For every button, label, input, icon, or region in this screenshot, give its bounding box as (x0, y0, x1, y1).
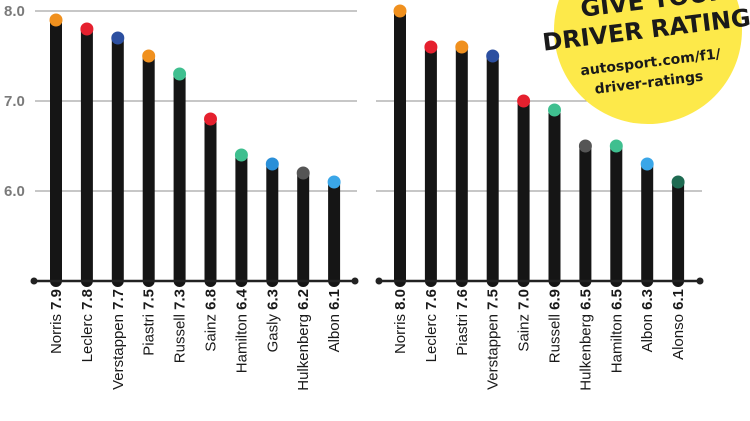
x-tick-label: Leclerc 7.8 (79, 289, 96, 362)
x-tick-label: Hamilton 6.5 (608, 289, 625, 373)
y-tick-label: 6.0 (4, 183, 25, 200)
rating-value: 6.4 (233, 288, 250, 310)
bar-cap (327, 175, 341, 189)
rating-value: 7.9 (48, 289, 65, 310)
promo-stamp[interactable]: GIVE YOUR DRIVER RATINGS autosport.com/f… (537, 0, 750, 124)
rating-value: 7.0 (516, 289, 533, 310)
x-tick-label: Verstappen 7.7 (110, 289, 127, 390)
rating-value: 6.9 (547, 289, 564, 310)
driver-name: Norris (48, 310, 65, 354)
bar-cap (111, 31, 125, 45)
rating-value: 7.5 (485, 289, 502, 310)
x-tick-label: Sainz 6.8 (203, 289, 220, 352)
bar-cap (609, 139, 623, 153)
x-tick-label: Hamilton 6.4 (233, 288, 250, 373)
rating-value: 6.5 (577, 289, 594, 310)
driver-name: Leclerc (79, 310, 96, 363)
rating-value: 6.5 (608, 289, 625, 310)
x-tick-label: Leclerc 7.6 (423, 289, 440, 362)
bar-cap (424, 40, 438, 54)
bar-cap (455, 40, 469, 54)
rating-value: 7.8 (79, 289, 96, 310)
x-tick-label: Hulkenberg 6.2 (295, 289, 312, 391)
bar-cap (578, 139, 592, 153)
bar-cap (49, 13, 63, 27)
bar-cap (265, 157, 279, 171)
x-tick-label: Piastri 7.6 (454, 289, 471, 356)
promo-circle (554, 0, 742, 124)
driver-name: Albon (639, 310, 656, 353)
x-tick-label: Norris 7.9 (48, 289, 65, 354)
driver-name: Hulkenberg (295, 310, 312, 391)
driver-name: Sainz (203, 310, 220, 352)
x-tick-label: Russell 6.9 (547, 289, 564, 363)
driver-name: Hamilton (608, 310, 625, 373)
rating-value: 7.7 (110, 289, 127, 310)
x-tick-label: Alonso 6.1 (670, 289, 687, 360)
rating-value: 7.3 (172, 289, 189, 310)
rating-value: 7.6 (454, 289, 471, 310)
driver-name: Russell (547, 310, 564, 363)
x-tick-label: Piastri 7.5 (141, 289, 158, 356)
x-tick-label: Russell 7.3 (172, 289, 189, 363)
driver-name: Alonso (670, 310, 687, 360)
rating-value: 6.8 (203, 289, 220, 310)
driver-name: Piastri (454, 310, 471, 356)
chart-panel-left: 8.0 7.0 6.0 Norris 7.9 Leclerc 7.8 Verstappen… (4, 3, 359, 391)
bar-cap (296, 166, 310, 180)
x-tick-label: Albon 6.3 (639, 289, 656, 352)
y-tick-label: 7.0 (4, 93, 25, 110)
rating-value: 6.1 (326, 289, 343, 310)
axis-end-dot (375, 277, 383, 285)
rating-value: 8.0 (392, 289, 409, 310)
driver-name: Albon (326, 310, 343, 353)
driver-name: Leclerc (423, 310, 440, 363)
rating-value: 6.3 (639, 289, 656, 310)
driver-name: Verstappen (110, 310, 127, 390)
driver-name: Hamilton (233, 310, 250, 373)
driver-name: Russell (172, 310, 189, 363)
driver-name: Hulkenberg (577, 310, 594, 391)
bar-cap (173, 67, 187, 81)
bar-cap (80, 22, 94, 36)
x-tick-label: Verstappen 7.5 (485, 289, 502, 390)
bar-cap (204, 112, 217, 126)
driver-name: Gasly (264, 310, 281, 353)
bar-cap (640, 157, 654, 171)
bar-cap (548, 103, 561, 117)
axis-end-dot (696, 277, 704, 285)
driver-name: Sainz (516, 310, 533, 352)
axis-end-dot (30, 277, 38, 285)
rating-value: 6.1 (670, 289, 687, 310)
bar-cap (517, 94, 531, 108)
bar-cap (142, 49, 156, 63)
x-tick-label: Norris 8.0 (392, 289, 409, 354)
driver-name: Norris (392, 310, 409, 354)
bar-cap (234, 148, 248, 162)
driver-name: Verstappen (485, 310, 502, 390)
x-tick-label: Albon 6.1 (326, 289, 343, 352)
bar-cap (671, 175, 685, 189)
y-tick-label: 8.0 (4, 3, 25, 20)
axis-end-dot (351, 277, 359, 285)
bar-cap (486, 49, 500, 63)
bar-cap (393, 4, 407, 18)
rating-value: 7.6 (423, 289, 440, 310)
rating-value: 6.3 (264, 289, 281, 310)
rating-value: 7.5 (141, 289, 158, 310)
x-tick-label: Gasly 6.3 (264, 289, 281, 352)
driver-name: Piastri (141, 310, 158, 356)
x-tick-label: Sainz 7.0 (516, 289, 533, 352)
x-tick-label: Hulkenberg 6.5 (577, 289, 594, 391)
rating-value: 6.2 (295, 289, 312, 310)
